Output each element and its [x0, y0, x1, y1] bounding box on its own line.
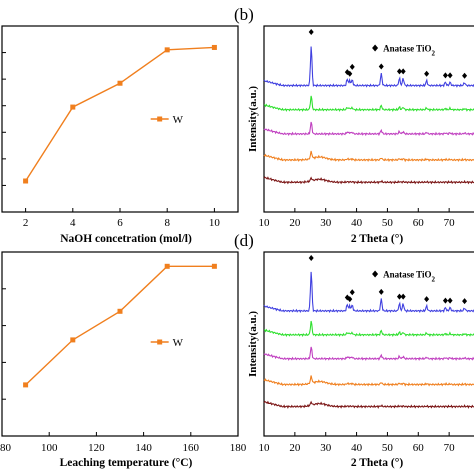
xrd-curve — [263, 320, 474, 338]
x-tick-label: 6 — [117, 217, 123, 229]
peak-marker — [347, 296, 353, 303]
x-tick-label: 100 — [41, 442, 58, 454]
peak-marker — [447, 297, 453, 304]
x-tick-label: 50 — [382, 442, 394, 454]
xrd-curve — [263, 121, 474, 137]
x-tick-label: 180 — [230, 442, 247, 454]
plot-frame — [1, 251, 239, 437]
x-tick-label: 60 — [413, 217, 425, 229]
annotation-label: Anatase TiO2 — [383, 44, 435, 58]
annotation-label: Anatase TiO2 — [383, 270, 435, 284]
annotation-diamond — [372, 44, 379, 52]
xrd-curve — [263, 375, 474, 387]
data-point — [23, 178, 29, 184]
data-point — [117, 80, 123, 86]
series-line — [25, 265, 215, 386]
peak-marker — [462, 298, 468, 305]
x-tick-label: 40 — [351, 442, 363, 454]
peak-marker — [308, 29, 314, 35]
panel-c: 80 100 120 140 160 180 W Leaching temperature (… — [0, 251, 247, 469]
peak-marker — [396, 68, 402, 75]
annotation-diamond — [372, 270, 379, 278]
x-tick-label: 20 — [289, 217, 301, 229]
peak-marker — [424, 70, 430, 77]
peak-marker — [462, 72, 468, 79]
x-tick-label: 8 — [164, 217, 170, 229]
peak-marker — [396, 293, 402, 300]
x-axis-label: Leaching temperature (°C) — [60, 457, 193, 469]
xrd-curve — [263, 346, 474, 361]
plot-frame — [263, 251, 474, 437]
x-tick-label: 120 — [88, 442, 105, 454]
x-tick-label: 2 — [23, 217, 29, 229]
x-tick-label: 30 — [320, 442, 332, 454]
panel-b: 1020304050607080(b)Intensity(a.u.)2 Thet… — [234, 5, 474, 245]
data-point — [164, 263, 170, 269]
peak-marker — [400, 293, 406, 300]
peak-marker — [442, 297, 448, 304]
x-tick-label: 160 — [183, 442, 200, 454]
xrd-curve — [263, 400, 474, 409]
data-point — [211, 44, 217, 50]
xrd-curve — [263, 271, 474, 313]
legend-label: W — [173, 114, 184, 126]
x-tick-label: 50 — [382, 217, 394, 229]
data-point — [211, 263, 217, 269]
peak-marker — [400, 68, 406, 75]
panel-a: 2 4 6 8 10 W NaOH concetration (mol/l) — [1, 25, 239, 245]
panel-d: 1020304050607080(d)Intensity(a.u.)2 Thet… — [234, 231, 474, 469]
x-tick-label: 60 — [413, 442, 425, 454]
legend-marker — [157, 339, 163, 345]
x-tick-label: 10 — [209, 217, 221, 229]
peak-marker — [442, 72, 448, 79]
x-tick-label: 30 — [320, 217, 332, 229]
legend-label: W — [173, 337, 184, 349]
x-axis-label: 2 Theta (°) — [351, 233, 403, 245]
peak-marker — [378, 288, 384, 295]
peak-marker — [349, 63, 355, 70]
data-point — [164, 47, 170, 53]
plot-frame — [263, 25, 474, 213]
x-axis-label: 2 Theta (°) — [351, 457, 403, 469]
data-point — [23, 382, 29, 388]
peak-marker — [308, 255, 314, 261]
panel-label: (d) — [234, 231, 254, 250]
xrd-curve — [263, 46, 474, 88]
peak-marker — [447, 72, 453, 79]
plot-frame — [1, 25, 239, 213]
x-tick-label: 40 — [351, 217, 363, 229]
x-tick-label: 4 — [70, 217, 76, 229]
peak-marker — [347, 70, 353, 77]
x-tick-label: 140 — [135, 442, 152, 454]
panel-label: (b) — [234, 5, 254, 24]
y-axis-label: Intensity(a.u.) — [247, 86, 259, 152]
x-tick-label: 10 — [259, 217, 271, 229]
x-tick-label: 70 — [444, 442, 456, 454]
peak-marker — [349, 289, 355, 296]
data-point — [70, 104, 76, 110]
x-tick-label: 70 — [444, 217, 456, 229]
xrd-curve — [263, 150, 474, 163]
xrd-curve — [263, 176, 474, 185]
series-line — [25, 46, 215, 182]
x-tick-label: 10 — [259, 442, 271, 454]
x-tick-label: 20 — [289, 442, 301, 454]
data-point — [70, 337, 76, 343]
legend-marker — [157, 116, 163, 122]
peak-marker — [378, 63, 384, 70]
x-axis-label: NaOH concetration (mol/l) — [60, 233, 192, 245]
xrd-curve — [263, 95, 474, 112]
y-axis-label: Intensity(a.u.) — [247, 311, 259, 377]
peak-marker — [424, 296, 430, 303]
x-tick-label: 80 — [0, 442, 12, 454]
data-point — [117, 308, 123, 314]
